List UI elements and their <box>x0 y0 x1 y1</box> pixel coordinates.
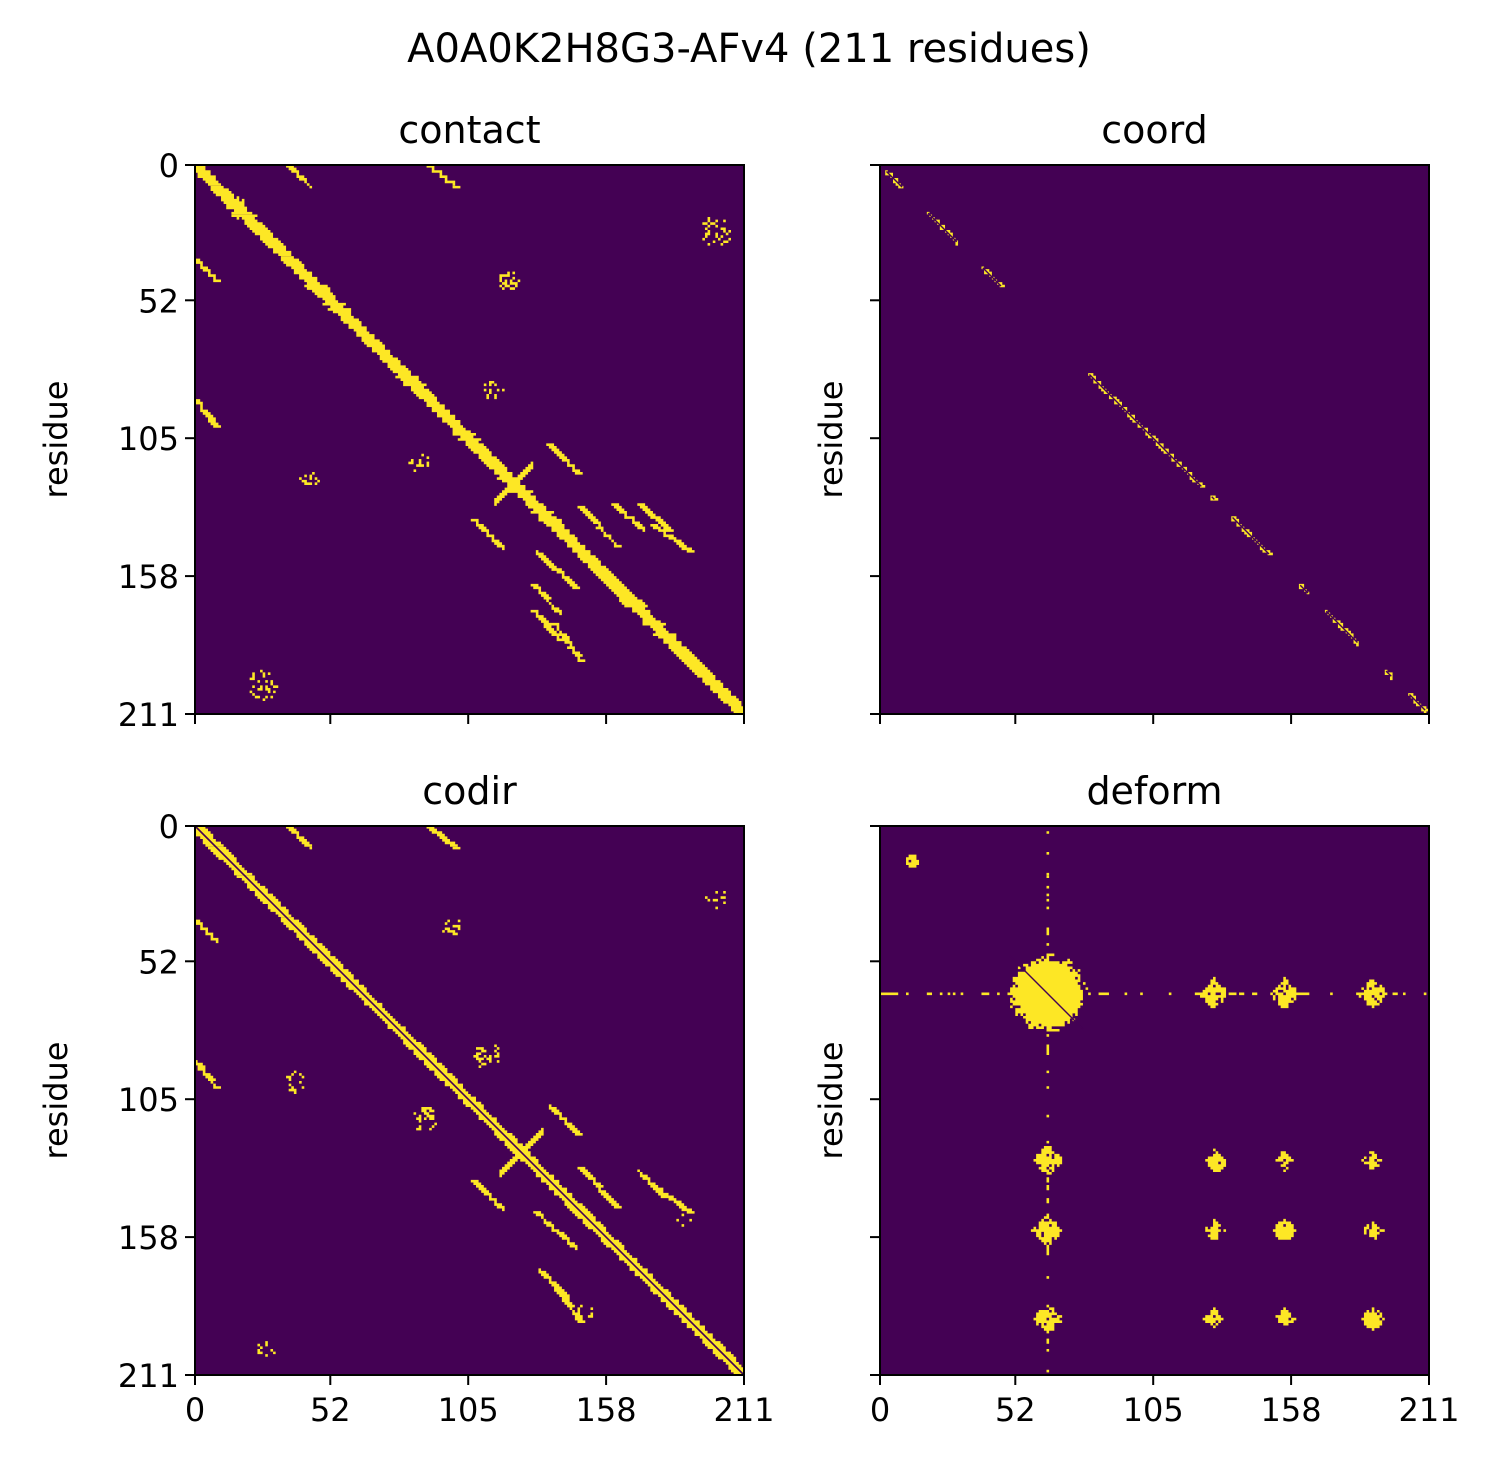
coord-segment <box>1385 670 1392 677</box>
y-tick-label: 158 <box>118 558 179 596</box>
x-tick-label: 158 <box>576 1391 637 1429</box>
axes-frame <box>194 164 745 715</box>
y-tick-label: 105 <box>118 1081 179 1119</box>
panel-title: codir <box>422 769 517 813</box>
coord-segment <box>1408 693 1426 711</box>
axes-frame <box>879 164 1430 715</box>
x-tick-label: 52 <box>310 1391 351 1429</box>
axes-frame <box>194 825 745 1376</box>
x-tick-label: 158 <box>1261 1391 1322 1429</box>
chart-panel-codir: codir 0 0 52 52 105 105 158 158 211 211 residue <box>37 769 775 1429</box>
x-tick-label: 105 <box>438 1391 499 1429</box>
y-tick-label: 52 <box>138 943 179 981</box>
heatmap-background <box>880 826 1429 1375</box>
x-tick-label: 52 <box>995 1391 1036 1429</box>
heatmap-cells <box>195 165 744 714</box>
panel-title: deform <box>1086 769 1222 813</box>
y-axis-label: residue <box>37 381 75 499</box>
x-tick-label: 0 <box>185 1391 205 1429</box>
y-tick-label: 158 <box>118 1219 179 1257</box>
coord-segment <box>886 171 903 188</box>
chart-panel-contact: contact 0 52 105 158 211 residue <box>37 108 745 734</box>
panel-title: coord <box>1101 108 1207 152</box>
y-tick-label: 52 <box>138 282 179 320</box>
y-axis-label: residue <box>812 381 850 499</box>
y-tick-label: 105 <box>118 420 179 458</box>
x-tick-label: 105 <box>1123 1391 1184 1429</box>
axes-frame <box>879 825 1430 1376</box>
coord-segment <box>927 212 958 243</box>
y-axis-label: residue <box>812 1042 850 1160</box>
x-tick-label: 211 <box>713 1391 774 1429</box>
y-axis-label: residue <box>37 1042 75 1160</box>
coord-segment <box>1299 584 1309 594</box>
x-tick-label: 0 <box>870 1391 890 1429</box>
heatmap-cells <box>880 831 1427 1373</box>
deform-centerline <box>1009 955 1084 1030</box>
x-tick-label: 211 <box>1398 1391 1459 1429</box>
coord-segment <box>1232 517 1270 555</box>
coord-segment <box>982 267 1002 287</box>
coord-segment <box>1325 610 1358 643</box>
panel-title: contact <box>398 108 540 152</box>
coord-segment <box>1211 496 1215 500</box>
y-tick-label: 211 <box>118 696 179 734</box>
chart-panel-coord: coord residue <box>812 108 1430 724</box>
y-tick-label: 0 <box>159 808 179 846</box>
y-tick-label: 0 <box>159 147 179 185</box>
figure-title: A0A0K2H8G3-AFv4 (211 residues) <box>407 26 1091 72</box>
y-tick-label: 211 <box>118 1357 179 1395</box>
codir-centerline <box>194 825 745 1376</box>
coord-segment <box>1088 373 1202 487</box>
chart-panel-deform: deform 0 52 105 158 211 residue <box>812 769 1460 1429</box>
